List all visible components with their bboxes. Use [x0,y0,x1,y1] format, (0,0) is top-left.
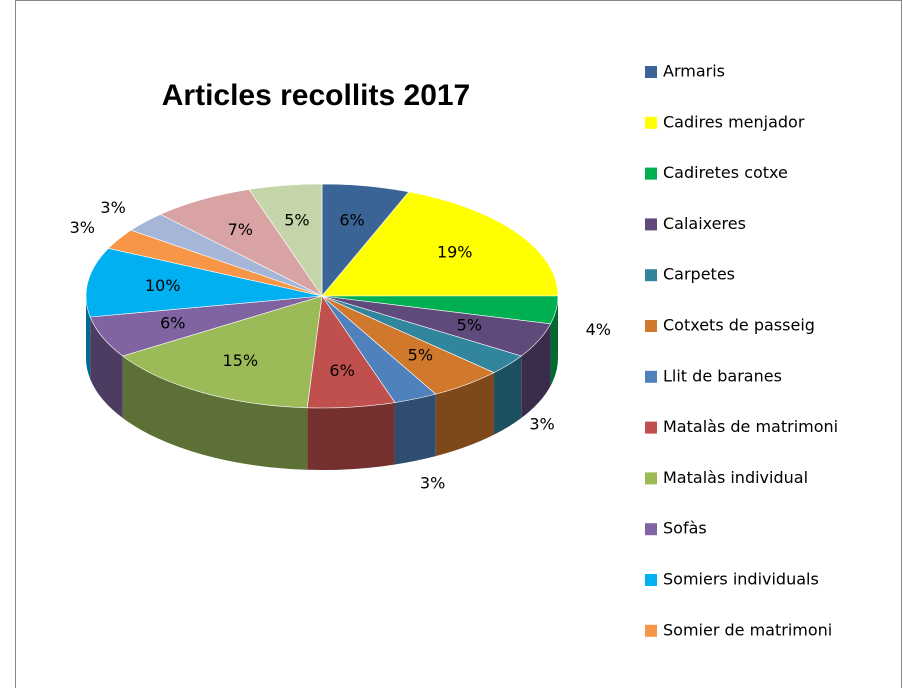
legend-label: Cadiretes cotxe [663,163,788,182]
chart-title: Articles recollits 2017 [162,79,471,112]
data-label: 6% [339,211,364,230]
data-label: 3% [70,218,95,237]
legend-swatch [645,167,657,180]
legend-swatch [645,624,657,637]
pie: 6% 19% 4% 5% 3% 5% 3% 6% 15% 6% 10% 3% 3% 7% 5% [70,183,611,493]
legend-swatch [645,66,657,78]
legend-label: Llit de baranes [663,366,782,385]
legend-swatch [645,421,657,434]
slice [159,189,323,297]
legend-label: Armaris [663,62,725,81]
data-label: 15% [223,351,259,370]
data-label: 5% [408,346,433,365]
legend-swatch [645,218,657,231]
legend-label: Matalàs individual [663,468,808,487]
slice [85,247,323,318]
slice-side [494,356,522,435]
data-label: 3% [529,415,554,434]
slice [321,191,559,297]
data-label: 19% [437,243,473,262]
legend-swatch [645,269,657,282]
data-label: 6% [160,314,185,333]
slice-side [550,296,558,386]
legend-label: Cotxets de passeig [663,316,815,335]
data-label: 4% [586,320,611,339]
legend-label: Somier de matrimoni [663,620,832,639]
legend-swatch [645,116,657,129]
data-label: 3% [100,198,125,217]
legend-label: Sofàs [663,519,707,538]
slice-side [394,394,436,465]
slice-side [122,356,308,470]
legend-label: Calaixeres [663,214,746,233]
slice-side [307,402,395,471]
legend-swatch [645,370,657,383]
legend-label: Carpetes [663,265,735,284]
slice [122,295,323,409]
data-label: 5% [457,316,482,335]
data-label: 3% [420,474,445,493]
slice-side [435,372,495,457]
legend-swatch [645,472,657,485]
legend-swatch [645,320,657,332]
data-label: 6% [329,361,354,380]
slice-side [86,296,91,379]
slice-side [521,323,551,419]
legend-label: Somiers individuals [663,570,819,589]
slice [248,183,323,297]
legend-swatch [645,523,657,536]
legend: Armaris Cadires menjador Cadiretes cotxe Ca… [645,62,838,639]
legend-label: Cadires menjador [663,112,805,131]
data-label: 5% [284,210,309,229]
slice-side [90,316,123,419]
legend-swatch [645,574,657,586]
data-label: 7% [228,220,253,239]
legend-label: Matalàs de matrimoni [663,417,838,436]
data-label: 10% [145,276,181,295]
